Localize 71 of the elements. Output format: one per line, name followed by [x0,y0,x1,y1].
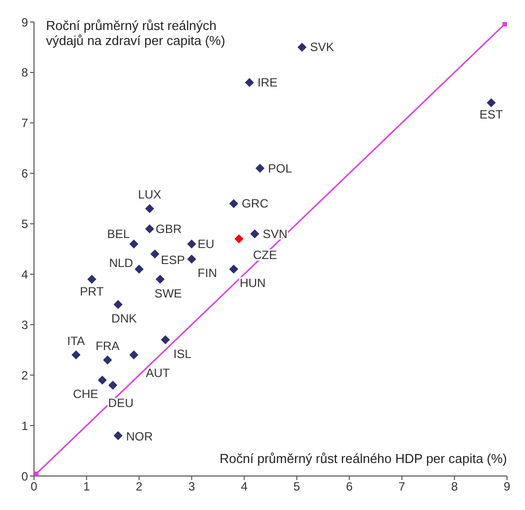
annotation: SVK [310,40,334,54]
y-axis-title: Roční průměrný růst reálných výdajů na zdraví per capita (%) [46,18,226,48]
annotation: BEL [107,226,130,241]
annotation: GRC [242,196,269,211]
x-tick-label: 3 [188,480,196,494]
point [114,300,123,309]
y-tick-label: 6 [21,166,28,181]
annotation: GBR [156,222,182,236]
annotation: HUN [240,276,266,290]
point [244,78,254,88]
annotation: NOR [126,430,154,444]
annotation: ESP [160,253,185,268]
x-tick-label: 2 [136,480,143,494]
annotation: FRA [96,338,120,353]
annotation: EST [480,108,504,122]
annotation: IRE [257,76,278,90]
annotation: ISL [173,346,192,361]
x-tick-label: 7 [398,480,406,494]
point [486,98,496,108]
point [114,431,123,440]
y-tick-label: 7 [21,116,28,130]
point [129,350,138,360]
annotation: SVN [262,226,288,241]
annotation: LUX [138,188,162,202]
y-tick-label: 3 [21,318,28,332]
point [187,254,196,264]
point [229,264,238,274]
x-tick-label: 8 [451,480,458,494]
annotation: CHE [72,387,98,402]
point [72,350,81,360]
point [229,199,238,208]
annotation: EU [198,236,214,251]
x-tick-label: 9 [504,480,511,494]
point [98,376,107,385]
x-tick-label: 0 [30,480,38,494]
point [187,239,196,248]
point [108,380,118,390]
point [150,250,160,259]
annotation: ITA [67,334,85,348]
y-tick-label: 4 [21,267,28,282]
point [145,204,154,214]
y-tick-label: 9 [21,15,28,30]
annotation: DNK [111,311,137,326]
annotation: AUT [146,366,171,380]
x-tick-label: 4 [240,480,248,494]
point [129,239,138,248]
point [156,274,165,284]
x-tick-label: 5 [293,480,300,494]
point [234,234,244,244]
y-tick-label: 1 [21,418,28,433]
x-tick-label: 6 [346,480,353,494]
point [250,229,260,238]
annotation: DEU [108,396,134,410]
point [87,274,96,284]
y-tick-label: 5 [21,217,28,232]
y-tick-label: 8 [21,66,28,80]
annotation: FIN [198,266,218,280]
y-tick-label: 0 [21,469,28,484]
x-tick-label: 1 [83,480,90,494]
y-tick-label: 2 [21,368,28,382]
point [160,335,170,344]
x-axis-title: Roční průměrný růst reálného HDP per capita (%) [220,451,507,466]
point [103,355,112,364]
annotation: NLD [109,256,134,270]
annotation: POL [268,161,292,176]
annotation: PRT [80,284,104,298]
point [145,224,154,234]
point [298,42,307,52]
point [134,264,144,274]
point [255,164,264,173]
annotation: SWE [154,286,182,300]
